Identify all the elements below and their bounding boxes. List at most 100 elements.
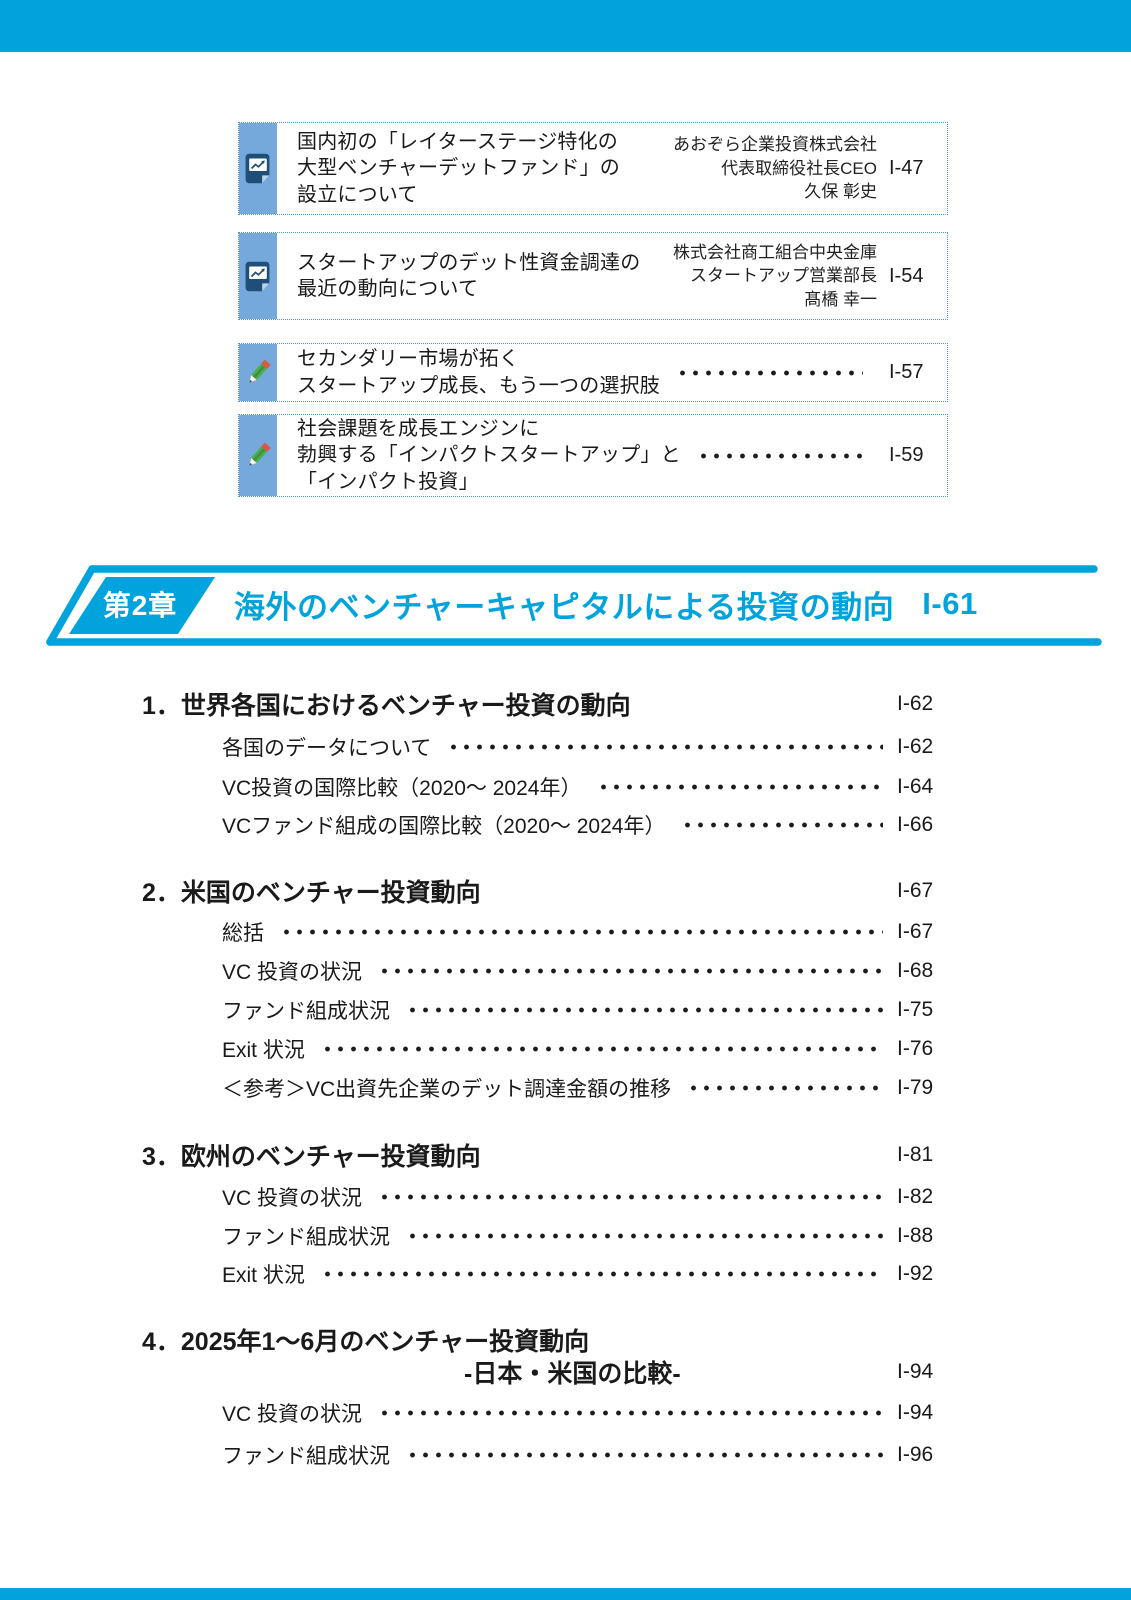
article-author-line: 髙橋 幸一 [804, 289, 877, 309]
toc-section-heading-label: 4．2025年1〜6月のベンチャー投資動向 [142, 1328, 590, 1356]
toc-item: 総括 I-67 [222, 914, 953, 950]
page-number: I-66 [897, 813, 934, 836]
top-accent-bar [0, 0, 1131, 52]
article-title-line: スタートアップのデット性資金調達の [297, 251, 641, 274]
page-number: I-62 [897, 735, 934, 758]
article-page-number: I-47 [889, 157, 924, 179]
chapter-page-number: I-61 [922, 586, 978, 621]
toc-item-label: ＜参考＞VC出資先企業のデット調達金額の推移 [222, 1078, 672, 1101]
page-number: I-96 [897, 1443, 934, 1466]
article-title-line: 大型ベンチャーデットファンド」の [297, 157, 620, 180]
dotted-leader [406, 1006, 883, 1014]
article-title-line: 国内初の「レイターステージ特化の [297, 130, 618, 153]
featured-article: 社会課題を成長エンジンに勃興する「インパクトスタートアップ」と 「インパクト投資」… [238, 414, 948, 497]
article-title-line: 設立について [297, 183, 418, 206]
dotted-leader [378, 1193, 883, 1201]
dotted-leader [406, 1232, 883, 1240]
page-number: I-68 [897, 959, 934, 982]
article-author-line: あおぞら企業投資株式会社 [673, 135, 877, 155]
toc-item-label: VC投資の国際比較（2020〜 2024年） [222, 777, 582, 800]
toc-item-label: Exit 状況 [222, 1264, 305, 1287]
toc-item: VC 投資の状況 I-94 [222, 1395, 953, 1431]
toc-item-label: ファンド組成状況 [222, 1226, 390, 1249]
article-page-number: I-54 [889, 264, 924, 287]
dotted-leader [280, 928, 883, 936]
toc-item-label: VC 投資の状況 [222, 1187, 363, 1210]
article-author: 株式会社商工組合中央金庫スタートアップ営業部長髙橋 幸一 [673, 241, 877, 311]
toc-section-heading: 3．欧州のベンチャー投資動向 I-81 [142, 1137, 953, 1173]
page-number: I-82 [897, 1185, 934, 1208]
article-content: スタートアップのデット性資金調達の 最近の動向について 株式会社商工組合中央金庫 スタ… [277, 233, 947, 319]
report-chart-icon [245, 261, 270, 291]
toc-item-label: VC 投資の状況 [222, 1403, 363, 1426]
toc-item: Exit 状況 I-92 [222, 1256, 953, 1292]
toc-item-label: 各国のデータについて [222, 737, 432, 760]
bottom-accent-bar [0, 1588, 1131, 1600]
toc-item-label: ファンド組成状況 [222, 1445, 390, 1468]
article-title: 国内初の「レイターステージ特化の 大型ベンチャーデットファンド」の 設立について [297, 129, 620, 208]
page-number: I-75 [897, 998, 934, 1021]
article-title: スタートアップのデット性資金調達の 最近の動向について [297, 250, 640, 303]
toc-section-heading-label: 2．米国のベンチャー投資動向 [142, 879, 481, 907]
page-number: I-79 [897, 1076, 934, 1099]
article-title: セカンダリー市場が拓くスタートアップ成長、もう一つの選択肢 [297, 346, 660, 399]
article-title-line: 社会課題を成長エンジンに [297, 417, 540, 440]
featured-article: セカンダリー市場が拓くスタートアップ成長、もう一つの選択肢 I-57 [238, 343, 948, 402]
article-author-line: 株式会社商工組合中央金庫 [673, 242, 877, 262]
article-content: 社会課題を成長エンジンに勃興する「インパクトスタートアップ」と 「インパクト投資」… [277, 415, 947, 496]
article-stripe [239, 233, 277, 319]
article-author-line: スタートアップ営業部長 [690, 266, 877, 286]
article-author: あおぞら企業投資株式会社代表取締役社長CEO 久保 彰史 [673, 133, 877, 203]
article-content: セカンダリー市場が拓くスタートアップ成長、もう一つの選択肢 I-57 [277, 344, 947, 401]
page-number: I-62 [897, 692, 934, 715]
page-number: I-88 [897, 1224, 934, 1247]
toc-item: VC 投資の状況 I-82 [222, 1179, 953, 1215]
dotted-leader [378, 1409, 883, 1417]
article-title-line: 「インパクト投資」 [297, 470, 479, 493]
toc-section-heading-line2: -日本・米国の比較- I-94 [142, 1354, 953, 1390]
dotted-leader [681, 821, 883, 829]
toc-item: ファンド組成状況 I-96 [222, 1437, 953, 1473]
page-number: I-94 [897, 1401, 934, 1424]
toc-item: ファンド組成状況 I-75 [222, 992, 953, 1028]
dotted-leader [320, 1270, 883, 1278]
page-number: I-94 [897, 1360, 934, 1383]
toc-item-label: VCファンド組成の国際比較（2020〜 2024年） [222, 815, 666, 838]
article-content: 国内初の「レイターステージ特化の 大型ベンチャーデットファンド」の 設立について あお… [277, 123, 947, 214]
article-stripe [239, 123, 277, 214]
toc-item-label: 総括 [222, 922, 264, 945]
featured-article: 国内初の「レイターステージ特化の 大型ベンチャーデットファンド」の 設立について あお… [238, 122, 948, 215]
toc-item-label: VC 投資の状況 [222, 961, 363, 984]
report-chart-icon [245, 153, 270, 184]
dotted-leader [447, 743, 883, 751]
page-number: I-81 [897, 1143, 934, 1166]
article-title-line: セカンダリー市場が拓く [297, 348, 520, 371]
article-title-line: 勃興する「インパクトスタートアップ」と [297, 444, 681, 467]
toc-item: VC投資の国際比較（2020〜 2024年） I-64 [222, 769, 953, 805]
article-page-number: I-57 [889, 361, 924, 383]
page-number: I-92 [897, 1262, 934, 1285]
dotted-leader [687, 1084, 883, 1092]
toc-item: VC 投資の状況 I-68 [222, 953, 953, 989]
article-title-line: スタートアップ成長、もう一つの選択肢 [297, 374, 660, 397]
article-page-number: I-59 [889, 444, 924, 466]
dotted-leader [406, 1451, 883, 1459]
toc-section-heading-label: 1．世界各国におけるベンチャー投資の動向 [142, 692, 631, 720]
toc-section-heading-label: 3．欧州のベンチャー投資動向 [142, 1143, 481, 1171]
chapter-banner-outline [46, 565, 1102, 646]
dotted-leader [378, 967, 883, 975]
page-number: I-67 [897, 879, 934, 902]
article-author-line: 久保 彰史 [804, 182, 877, 202]
dotted-leader [676, 368, 863, 377]
article-title: 社会課題を成長エンジンに勃興する「インパクトスタートアップ」と 「インパクト投資」 [297, 416, 681, 495]
toc-item: Exit 状況 I-76 [222, 1031, 953, 1067]
dotted-leader [696, 451, 863, 460]
dotted-leader [597, 783, 883, 791]
article-stripe [239, 415, 277, 496]
featured-article: スタートアップのデット性資金調達の 最近の動向について 株式会社商工組合中央金庫 スタ… [238, 232, 948, 320]
toc-section-heading: 4．2025年1〜6月のベンチャー投資動向 [142, 1322, 953, 1358]
article-author-line: 代表取締役社長CEO [721, 158, 877, 178]
chapter-title-text: 海外のベンチャーキャピタルによる投資の動向 [234, 589, 895, 625]
toc-item: ファンド組成状況 I-88 [222, 1218, 953, 1254]
